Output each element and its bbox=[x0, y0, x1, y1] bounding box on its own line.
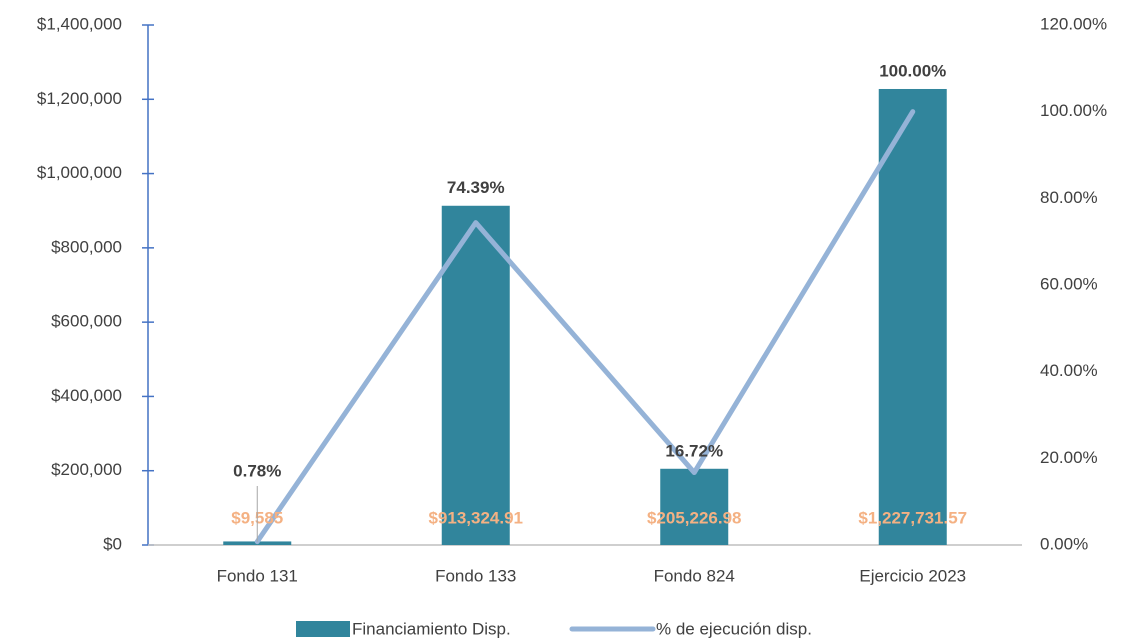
bar-value-label: $1,227,731.57 bbox=[858, 508, 967, 527]
y-tick-label: $1,000,000 bbox=[37, 163, 122, 182]
x-tick-label: Fondo 133 bbox=[435, 566, 516, 585]
bar bbox=[660, 468, 729, 545]
y-tick-label: $400,000 bbox=[51, 386, 122, 405]
y2-tick-label: 100.00% bbox=[1040, 101, 1107, 120]
y2-tick-label: 60.00% bbox=[1040, 274, 1098, 293]
y2-tick-label: 20.00% bbox=[1040, 448, 1098, 467]
line bbox=[254, 109, 916, 545]
y2-tick-label: 0.00% bbox=[1040, 534, 1088, 553]
bar-value-label: $205,226.98 bbox=[647, 508, 742, 527]
y-tick-label: $600,000 bbox=[51, 312, 122, 331]
y2-tick-label: 40.00% bbox=[1040, 361, 1098, 380]
line-value-label: 100.00% bbox=[879, 61, 946, 80]
y-tick-label: $0 bbox=[103, 534, 122, 553]
line-value-label: 74.39% bbox=[447, 178, 505, 197]
legend-swatch bbox=[296, 621, 350, 637]
y2-tick-label: 80.00% bbox=[1040, 188, 1098, 207]
x-tick-label: Fondo 824 bbox=[654, 566, 735, 585]
bar-value-label: $913,324.91 bbox=[428, 508, 523, 527]
y-tick-label: $200,000 bbox=[51, 460, 122, 479]
y-tick-label: $1,400,000 bbox=[37, 14, 122, 33]
y-tick-label: $800,000 bbox=[51, 237, 122, 256]
legend-label: % de ejecución disp. bbox=[656, 619, 812, 638]
y2-tick-label: 120.00% bbox=[1040, 14, 1107, 33]
legend-label: Financiamiento Disp. bbox=[352, 619, 511, 638]
y-tick-label: $1,200,000 bbox=[37, 89, 122, 108]
line-value-label: 0.78% bbox=[233, 461, 281, 480]
bar bbox=[441, 205, 510, 546]
bar bbox=[878, 88, 947, 546]
x-tick-label: Fondo 131 bbox=[217, 566, 298, 585]
x-tick-label: Ejercicio 2023 bbox=[859, 566, 966, 585]
line-value-label: 16.72% bbox=[665, 441, 723, 460]
